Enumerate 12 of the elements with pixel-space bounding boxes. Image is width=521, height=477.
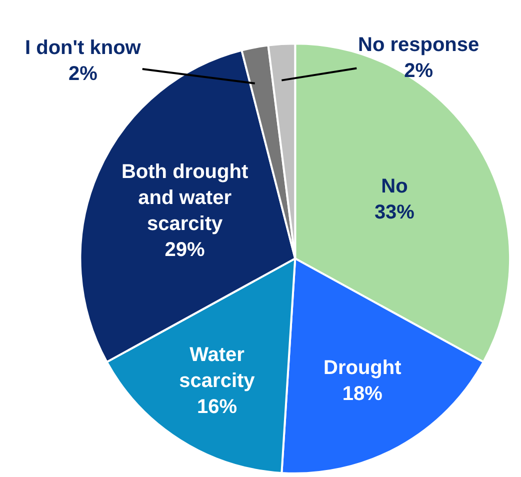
slice-label: No	[381, 176, 408, 198]
data-label: 16%	[196, 396, 238, 418]
slice-label: Water scarcity	[179, 344, 256, 392]
data-label: 29%	[164, 238, 206, 261]
slice-label: Drought	[324, 357, 402, 380]
slice-label: No response	[358, 34, 480, 56]
data-label: 33%	[374, 202, 415, 224]
data-label: 2%	[68, 63, 98, 85]
data-label: 2%	[404, 60, 434, 82]
slice-label: Both drought and water scarcity	[121, 160, 248, 235]
slice-label: I don't know	[25, 37, 142, 59]
data-label: 18%	[342, 383, 383, 406]
